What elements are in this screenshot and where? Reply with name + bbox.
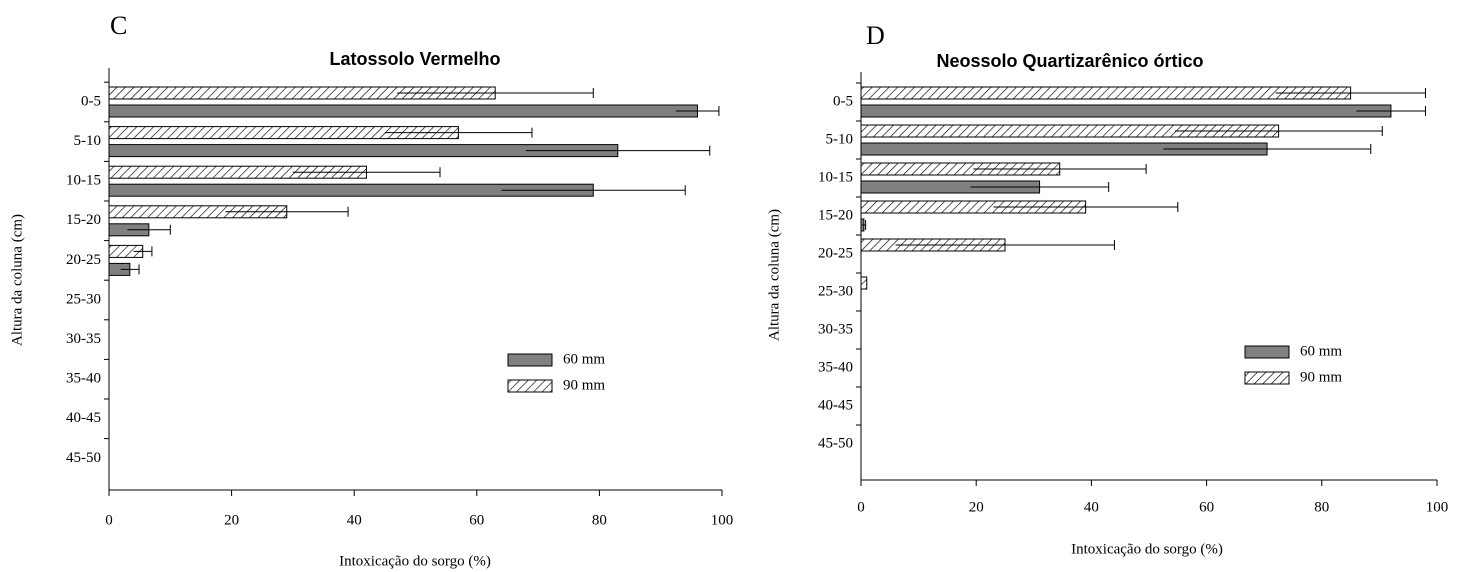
y-axis-label: Altura da coluna (cm) [766, 209, 782, 341]
legend-label: 60 mm [563, 351, 605, 367]
error-bar [120, 264, 140, 275]
y-tick-label: 30-35 [66, 331, 101, 347]
y-tick-label: 5-10 [826, 131, 854, 147]
bar [108, 104, 698, 118]
legend-swatch [507, 353, 553, 367]
x-tick-label: 0 [105, 512, 113, 528]
x-axis-label: Intoxicação do sorgo (%) [1071, 541, 1223, 557]
legend-label: 90 mm [563, 377, 605, 393]
x-tick-label: 20 [224, 512, 239, 528]
error-bar [225, 206, 349, 217]
y-tick-label: 15-20 [66, 212, 101, 228]
error-bar [397, 88, 594, 98]
y-tick-label: 45-50 [818, 435, 853, 451]
y-tick-label: 35-40 [818, 359, 853, 375]
y-tick-label: 25-30 [66, 291, 101, 307]
error-bar [1275, 88, 1426, 98]
error-bar [384, 127, 533, 138]
x-tick-label: 40 [1084, 499, 1099, 515]
panel-label: C [110, 11, 127, 40]
error-bar [895, 240, 1115, 250]
y-tick-label: 10-15 [66, 173, 101, 189]
error-bar [525, 145, 711, 156]
y-tick-label: 0-5 [833, 93, 853, 109]
error-bar [676, 106, 720, 116]
y-axis-label: Altura da coluna (cm) [9, 214, 25, 346]
y-tick-label: 40-45 [818, 397, 853, 413]
y-tick-label: 5-10 [74, 133, 102, 149]
bar [860, 104, 1392, 118]
legend-swatch [1244, 345, 1290, 359]
error-bar [1356, 106, 1426, 116]
error-bar [970, 182, 1110, 192]
y-tick-label: 15-20 [818, 207, 853, 223]
error-bar [1163, 144, 1372, 154]
x-tick-label: 60 [1199, 499, 1214, 515]
error-bar [993, 202, 1179, 212]
x-tick-label: 0 [857, 499, 865, 515]
y-tick-label: 20-25 [818, 245, 853, 261]
y-tick-label: 20-25 [66, 252, 101, 268]
error-bar [127, 224, 171, 235]
y-tick-label: 0-5 [81, 93, 101, 109]
legend-swatch [1244, 371, 1290, 385]
error-bar [292, 167, 441, 178]
x-tick-label: 80 [592, 512, 607, 528]
legend-swatch [507, 379, 553, 393]
y-tick-label: 35-40 [66, 371, 101, 387]
x-tick-label: 80 [1314, 499, 1329, 515]
y-tick-label: 30-35 [818, 321, 853, 337]
error-bar [1174, 126, 1383, 136]
x-tick-label: 100 [1426, 499, 1449, 515]
panel-label: D [866, 21, 885, 50]
error-bar [973, 164, 1147, 174]
x-axis-label: Intoxicação do sorgo (%) [339, 553, 491, 569]
y-tick-label: 10-15 [818, 169, 853, 185]
y-tick-label: 40-45 [66, 410, 101, 426]
legend-label: 60 mm [1300, 343, 1342, 359]
bar [860, 276, 868, 290]
error-bar [862, 220, 867, 230]
chart-title: Neossolo Quartizarênico órtico [936, 51, 1203, 71]
y-tick-label: 45-50 [66, 450, 101, 466]
x-tick-label: 20 [969, 499, 984, 515]
chart-title: Latossolo Vermelho [329, 49, 500, 69]
x-tick-label: 100 [711, 512, 734, 528]
x-tick-label: 40 [347, 512, 362, 528]
error-bar [133, 246, 153, 257]
x-tick-label: 60 [469, 512, 484, 528]
legend-label: 90 mm [1300, 369, 1342, 385]
error-bar [501, 185, 686, 196]
y-tick-label: 25-30 [818, 283, 853, 299]
